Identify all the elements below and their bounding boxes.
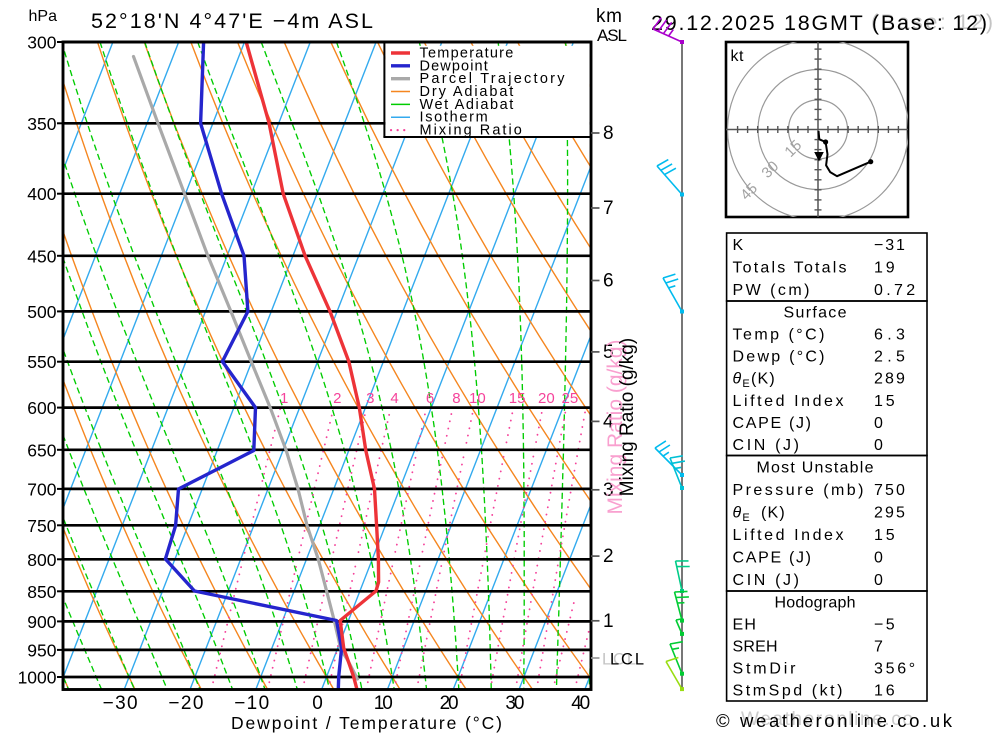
svg-text:2: 2 [603, 546, 614, 567]
svg-text:6.3: 6.3 [874, 327, 905, 344]
svg-text:950: 950 [27, 640, 56, 660]
svg-text:0: 0 [874, 572, 883, 589]
svg-text:StmDir: StmDir [733, 661, 797, 678]
svg-text:Most Unstable: Most Unstable [757, 459, 874, 476]
svg-text:500: 500 [27, 302, 56, 322]
svg-text:kt: kt [731, 48, 745, 65]
svg-text:1: 1 [280, 390, 288, 407]
svg-text:−10: −10 [234, 693, 269, 714]
svg-text:20: 20 [538, 390, 555, 407]
svg-text:ASL: ASL [597, 26, 627, 45]
svg-text:300: 300 [27, 33, 56, 53]
svg-text:52°18'N 4°47'E −4m ASL: 52°18'N 4°47'E −4m ASL [91, 9, 373, 33]
svg-text:600: 600 [27, 398, 56, 418]
svg-text:30: 30 [505, 693, 524, 714]
svg-text:3: 3 [366, 390, 374, 407]
svg-text:© weatheronline.co.uk: © weatheronline.co.uk [716, 710, 953, 731]
svg-text:700: 700 [27, 479, 56, 499]
svg-text:1000: 1000 [18, 668, 57, 688]
svg-text:1: 1 [603, 611, 614, 632]
svg-text:−31: −31 [874, 237, 905, 254]
svg-text:Totals Totals: Totals Totals [733, 260, 847, 277]
svg-text:−20: −20 [168, 693, 203, 714]
svg-text:EH: EH [733, 617, 758, 634]
svg-text:LCL: LCL [610, 651, 644, 669]
svg-text:K: K [733, 237, 745, 254]
svg-text:0.72: 0.72 [874, 282, 915, 299]
svg-text:0: 0 [874, 415, 883, 432]
svg-text:450: 450 [27, 246, 56, 266]
svg-text:350: 350 [27, 114, 56, 134]
svg-text:Dewpoint / Temperature (°C): Dewpoint / Temperature (°C) [231, 713, 502, 733]
svg-text:20: 20 [440, 693, 459, 714]
svg-text:Lifted Index: Lifted Index [733, 527, 844, 544]
svg-text:Dewp (°C): Dewp (°C) [733, 349, 825, 366]
svg-text:8: 8 [452, 390, 460, 407]
svg-text:SREH: SREH [733, 639, 778, 656]
svg-text:850: 850 [27, 582, 56, 602]
svg-text:8: 8 [603, 123, 614, 144]
svg-text:40: 40 [571, 693, 590, 714]
svg-text:0: 0 [312, 693, 323, 714]
svg-text:7: 7 [603, 198, 614, 219]
svg-text:295: 295 [874, 505, 905, 522]
svg-text:StmSpd (kt): StmSpd (kt) [733, 683, 843, 700]
svg-text:θE(K): θE(K) [733, 371, 776, 391]
svg-text:289: 289 [874, 371, 905, 388]
svg-text:Surface: Surface [784, 305, 847, 322]
svg-text:6: 6 [603, 271, 614, 292]
svg-text:6: 6 [426, 390, 434, 407]
svg-text:550: 550 [27, 352, 56, 372]
svg-text:10: 10 [469, 390, 486, 407]
svg-text:900: 900 [27, 612, 56, 632]
svg-text:15: 15 [509, 390, 526, 407]
svg-text:θE (K): θE (K) [733, 505, 786, 525]
svg-text:Hodograph: Hodograph [775, 595, 856, 612]
svg-text:hPa: hPa [29, 8, 58, 25]
svg-text:650: 650 [27, 440, 56, 460]
svg-text:25: 25 [562, 390, 579, 407]
svg-text:2: 2 [333, 390, 341, 407]
svg-text:Lifted Index: Lifted Index [733, 393, 844, 410]
svg-text:0: 0 [874, 437, 883, 454]
svg-text:750: 750 [27, 516, 56, 536]
svg-text:400: 400 [27, 184, 56, 204]
svg-text:−30: −30 [103, 693, 138, 714]
svg-text:2.5: 2.5 [874, 349, 905, 366]
svg-text:Temp (°C): Temp (°C) [733, 327, 825, 344]
svg-text:Mixing Ratio (g/kg): Mixing Ratio (g/kg) [617, 338, 638, 496]
svg-text:800: 800 [27, 550, 56, 570]
svg-text:10: 10 [374, 693, 393, 714]
svg-text:0: 0 [874, 550, 883, 567]
svg-text:7: 7 [874, 639, 883, 656]
svg-text:km: km [596, 6, 622, 27]
svg-text:750: 750 [874, 482, 905, 499]
svg-text:29.12.2025 18GMT (Base: 12): 29.12.2025 18GMT (Base: 12) [651, 11, 987, 35]
svg-text:4: 4 [390, 390, 398, 407]
